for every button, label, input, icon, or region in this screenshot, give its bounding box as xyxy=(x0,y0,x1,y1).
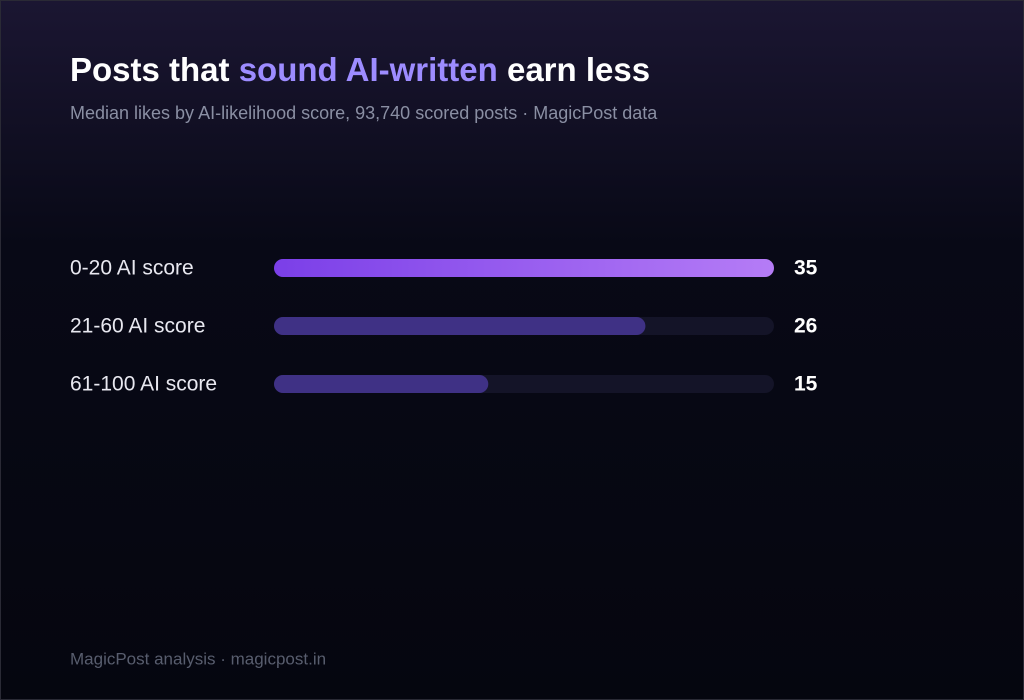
title-part: Posts that xyxy=(70,51,239,88)
bar xyxy=(274,375,489,393)
title-highlight: sound AI-written xyxy=(239,51,498,88)
value-label: 15 xyxy=(794,373,818,396)
category-label: 0-20 AI score xyxy=(70,257,194,280)
value-label: 35 xyxy=(794,257,818,280)
category-label: 21-60 AI score xyxy=(70,315,205,338)
chart-title: Posts that sound AI-written earn less xyxy=(70,51,650,88)
title-part: earn less xyxy=(498,51,650,88)
bar xyxy=(274,259,774,277)
category-label: 61-100 AI score xyxy=(70,373,217,396)
subtitle: Median likes by AI-likelihood score, 93,… xyxy=(70,103,658,123)
value-label: 26 xyxy=(794,315,817,338)
footer: MagicPost analysis · magicpost.in xyxy=(70,649,326,668)
bar xyxy=(274,317,646,335)
